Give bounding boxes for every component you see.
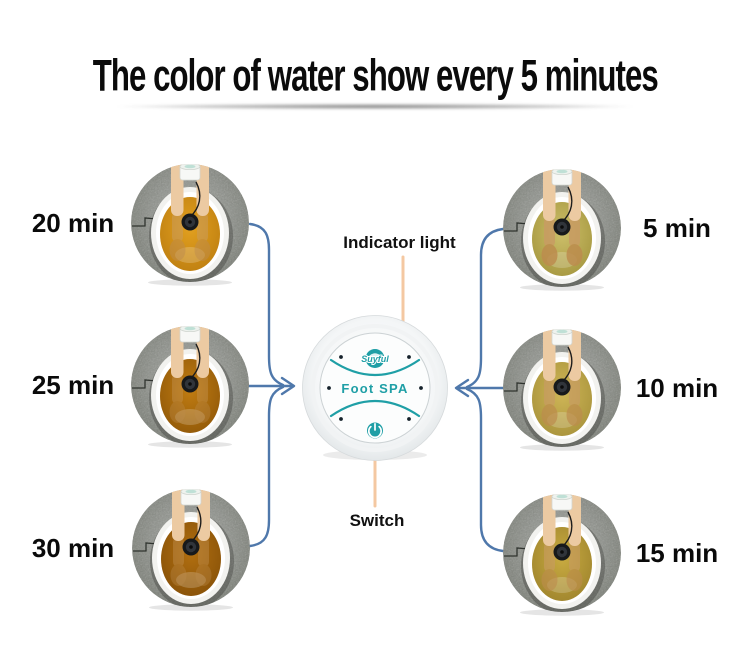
device-face	[319, 332, 431, 444]
photo-30-min	[131, 487, 251, 611]
time-label-20-min: 20 min	[31, 208, 115, 238]
title-underline-shadow	[68, 103, 682, 110]
submerged-feet	[541, 217, 583, 266]
foot-bath-photo-svg	[503, 494, 621, 616]
ionizer-center	[560, 550, 564, 554]
time-label-15-min: 15 min	[635, 538, 719, 568]
foot-bath-photo-svg	[131, 326, 249, 448]
mat-seam	[132, 217, 158, 227]
submerged-feet	[170, 537, 212, 586]
device-label: Foot SPA	[341, 381, 408, 396]
mat-seam	[504, 382, 530, 392]
ionizer-center	[189, 545, 193, 549]
foot-bath-photo-svg	[132, 489, 250, 611]
foot-bath-photo-svg	[503, 169, 621, 291]
time-label-10-min: 10 min	[635, 373, 719, 403]
water-highlight	[176, 572, 206, 588]
water-highlight	[175, 409, 205, 425]
submerged-feet	[169, 212, 211, 261]
left-fork-arrow	[245, 222, 296, 548]
photo-15-min	[502, 492, 622, 616]
ionizer-center	[188, 382, 192, 386]
photo-drop-shadow	[520, 609, 604, 616]
time-label-25-min: 25 min	[31, 370, 115, 400]
photo-drop-shadow	[520, 444, 604, 451]
photo-drop-shadow	[148, 279, 232, 286]
submerged-feet	[541, 377, 583, 426]
time-label-5-min: 5 min	[643, 213, 711, 243]
ionizer-center	[560, 385, 564, 389]
foot-spa-device: Suyful Foot SPA	[300, 312, 450, 464]
power-button[interactable]	[367, 422, 383, 439]
brand-logo-text: Suyful	[361, 354, 389, 364]
ionizer-center	[560, 225, 564, 229]
brand-swirl-leaf	[368, 353, 382, 360]
water-cup	[180, 489, 202, 506]
power-icon	[368, 425, 382, 439]
foot-bath-photo-svg	[503, 329, 621, 451]
water-cup	[551, 169, 573, 186]
submerged-feet	[169, 374, 211, 423]
lower-arc	[329, 400, 421, 418]
upper-arc	[329, 358, 421, 376]
photo-20-min	[130, 162, 250, 286]
photo-drop-shadow	[148, 441, 232, 448]
water-cup	[551, 329, 573, 346]
device-bevel	[311, 324, 439, 452]
photo-25-min	[130, 324, 250, 448]
ionizer-center	[188, 220, 192, 224]
page-title-text: The color of water show every 5 minutes	[92, 51, 658, 101]
water-cup	[179, 164, 201, 181]
right-fork-arrow	[454, 227, 505, 553]
indicator-light-label: Indicator light	[343, 233, 456, 252]
mat-seam	[504, 547, 530, 557]
photo-10-min	[502, 327, 622, 451]
foot-bath-photo-svg	[131, 164, 249, 286]
time-label-30-min: 30 min	[31, 533, 115, 563]
photo-drop-shadow	[520, 284, 604, 291]
water-cup	[551, 494, 573, 511]
mat-seam	[132, 379, 158, 389]
indicator-dots	[327, 355, 423, 421]
left-arrowhead-icon	[280, 376, 296, 396]
water-cup	[179, 326, 201, 343]
photo-drop-shadow	[149, 604, 233, 611]
right-arrowhead-icon	[454, 378, 470, 398]
page-title: The color of water show every 5 minutes	[0, 51, 750, 101]
photo-5-min	[502, 167, 622, 291]
switch-label: Switch	[349, 511, 405, 530]
submerged-feet	[541, 542, 583, 591]
mat-seam	[504, 222, 530, 232]
mat-seam	[133, 542, 159, 552]
